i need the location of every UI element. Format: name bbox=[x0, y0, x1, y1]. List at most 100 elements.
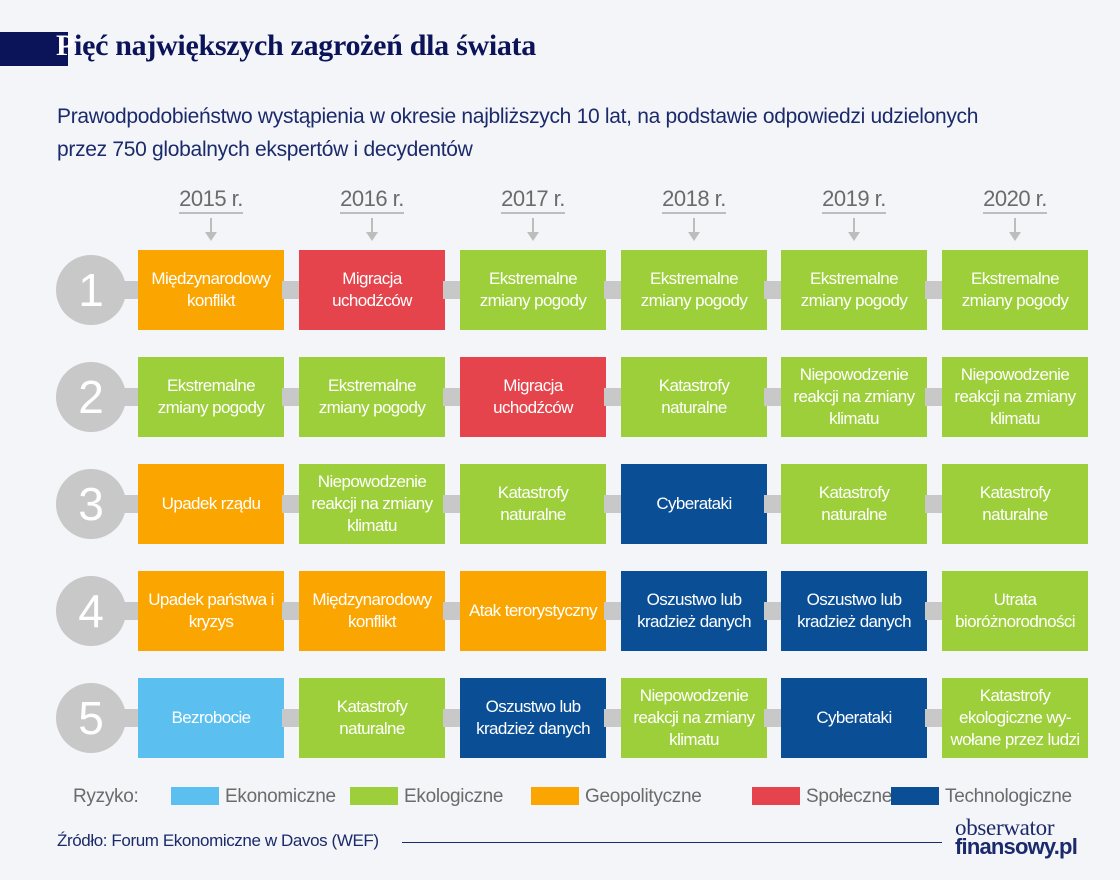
legend-swatch-ecological bbox=[350, 787, 398, 805]
down-arrow-icon bbox=[366, 218, 378, 241]
connector bbox=[604, 709, 621, 727]
rank-circle: 5 bbox=[56, 683, 126, 753]
risk-box: Migracja uchodźców bbox=[460, 357, 606, 437]
risk-box: Migracja uchodźców bbox=[299, 250, 445, 330]
down-arrow-icon bbox=[1009, 218, 1021, 241]
year-text: 2015 r. bbox=[179, 186, 243, 214]
connector bbox=[282, 709, 299, 727]
risk-box: Oszustwo lub kradzież danych bbox=[460, 678, 606, 758]
connector bbox=[443, 602, 460, 620]
risk-box: Cyberataki bbox=[781, 678, 927, 758]
rank-circle: 1 bbox=[56, 255, 126, 325]
connector bbox=[925, 602, 942, 620]
year-label: 2017 r. bbox=[460, 186, 606, 214]
logo: obserwator finansowy.pl bbox=[955, 815, 1078, 859]
connector bbox=[925, 388, 942, 406]
subtitle: Prawodpodobieństwo wystąpienia w okresie… bbox=[57, 105, 979, 161]
down-arrow-icon bbox=[205, 218, 217, 241]
risk-box: Bezrobocie bbox=[138, 678, 284, 758]
connector bbox=[604, 602, 621, 620]
rank-circle: 3 bbox=[56, 469, 126, 539]
connector bbox=[443, 281, 460, 299]
year-label: 2016 r. bbox=[299, 186, 445, 214]
down-arrow-icon bbox=[848, 218, 860, 241]
legend-swatch-economic bbox=[171, 787, 219, 805]
legend-swatch-social bbox=[752, 787, 800, 805]
title-accent-bar bbox=[0, 32, 68, 66]
connector bbox=[443, 709, 460, 727]
year-text: 2018 r. bbox=[662, 186, 726, 214]
legend-label-social: Społeczne bbox=[806, 786, 893, 807]
risk-box: Niepowodzenie reakcji na zmiany klimatu bbox=[942, 357, 1088, 437]
risk-box: Niepowodzenie reakcji na zmiany klimatu bbox=[299, 464, 445, 544]
connector bbox=[443, 495, 460, 513]
source-divider bbox=[402, 842, 942, 843]
page-title: Pięć największych zagrożeń dla świata bbox=[56, 29, 536, 63]
risk-box: Katastrofy naturalne bbox=[621, 357, 767, 437]
risk-box: Katastrofy naturalne bbox=[942, 464, 1088, 544]
risk-box: Międzynarodowy konflikt bbox=[138, 250, 284, 330]
risk-box: Upadek państwa i kryzys bbox=[138, 571, 284, 651]
legend-swatch-technological bbox=[891, 787, 939, 805]
legend-label-technological: Technologiczne bbox=[945, 786, 1072, 807]
year-label: 2015 r. bbox=[138, 186, 284, 214]
year-text: 2017 r. bbox=[501, 186, 565, 214]
risk-box: Niepowodzenie reakcji na zmiany klimatu bbox=[781, 357, 927, 437]
legend-swatch-geopolitical bbox=[531, 787, 579, 805]
connector bbox=[282, 602, 299, 620]
down-arrow-icon bbox=[688, 218, 700, 241]
risk-box: Cyberataki bbox=[621, 464, 767, 544]
source-note: Źródło: Forum Ekonomiczne w Davos (WEF) bbox=[57, 831, 379, 850]
year-text: 2016 r. bbox=[340, 186, 404, 214]
risk-box: Ekstremalne zmiany pogody bbox=[138, 357, 284, 437]
risk-box: Międzynarodowy konflikt bbox=[299, 571, 445, 651]
year-text: 2019 r. bbox=[822, 186, 886, 214]
connector bbox=[443, 388, 460, 406]
risk-box: Ekstremalne zmiany pogody bbox=[942, 250, 1088, 330]
year-text: 2020 r. bbox=[983, 186, 1047, 214]
risk-box: Oszustwo lub kradzież danych bbox=[621, 571, 767, 651]
title-first-letter: P bbox=[56, 29, 75, 62]
risk-box: Utrata bioróżnorodności bbox=[942, 571, 1088, 651]
logo-line1: obserwator bbox=[955, 815, 1055, 840]
connector bbox=[604, 495, 621, 513]
connector bbox=[604, 388, 621, 406]
risk-box: Atak terorystyczny bbox=[460, 571, 606, 651]
connector bbox=[764, 709, 781, 727]
connector bbox=[604, 281, 621, 299]
risk-box: Oszustwo lub kradzież danych bbox=[781, 571, 927, 651]
legend-label-economic: Ekonomiczne bbox=[225, 786, 336, 807]
risk-box: Katastrofy naturalne bbox=[460, 464, 606, 544]
connector bbox=[764, 602, 781, 620]
logo-line2: finansowy.pl bbox=[955, 834, 1078, 859]
rank-circle: 4 bbox=[56, 576, 126, 646]
year-label: 2020 r. bbox=[942, 186, 1088, 214]
connector bbox=[925, 709, 942, 727]
risk-box: Katastrofy ekologiczne wy-wołane przez l… bbox=[942, 678, 1088, 758]
connector bbox=[282, 495, 299, 513]
connector bbox=[282, 388, 299, 406]
risk-box: Ekstremalne zmiany pogody bbox=[621, 250, 767, 330]
down-arrow-icon bbox=[527, 218, 539, 241]
risk-box: Upadek rządu bbox=[138, 464, 284, 544]
risk-box: Ekstremalne zmiany pogody bbox=[299, 357, 445, 437]
connector bbox=[764, 495, 781, 513]
risk-box: Katastrofy naturalne bbox=[781, 464, 927, 544]
connector bbox=[282, 281, 299, 299]
year-label: 2019 r. bbox=[781, 186, 927, 214]
year-label: 2018 r. bbox=[621, 186, 767, 214]
legend-label-ecological: Ekologiczne bbox=[404, 786, 504, 807]
legend-label-geopolitical: Geopolityczne bbox=[585, 786, 702, 807]
connector bbox=[925, 495, 942, 513]
rank-circle: 2 bbox=[56, 362, 126, 432]
title-rest: ięć największych zagrożeń dla świata bbox=[74, 29, 536, 62]
risk-box: Niepowodzenie reakcji na zmiany klimatu bbox=[621, 678, 767, 758]
connector bbox=[925, 281, 942, 299]
connector bbox=[764, 388, 781, 406]
connector bbox=[764, 281, 781, 299]
legend-title: Ryzyko: bbox=[73, 786, 139, 807]
risk-box: Ekstremalne zmiany pogody bbox=[460, 250, 606, 330]
risk-box: Ekstremalne zmiany pogody bbox=[781, 250, 927, 330]
risk-box: Katastrofy naturalne bbox=[299, 678, 445, 758]
